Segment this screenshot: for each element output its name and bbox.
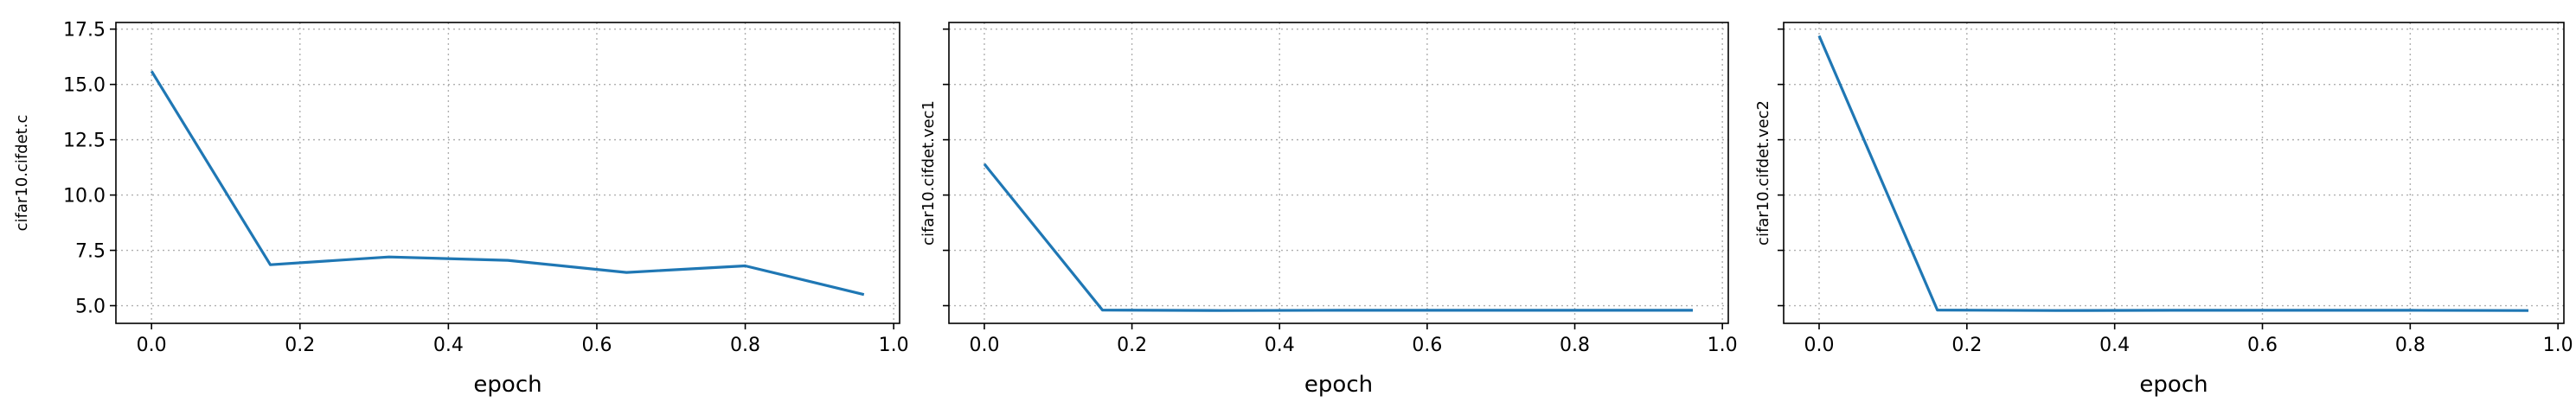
x-tick-label: 0.0 (137, 335, 167, 356)
x-tick-label: 0.4 (1265, 335, 1295, 356)
grid (949, 22, 1728, 323)
y-tick-label: 17.5 (63, 20, 106, 42)
y-tick-label: 5.0 (75, 297, 106, 318)
x-tick-label: 0.4 (2099, 335, 2130, 356)
x-tick-label: 0.2 (1951, 335, 1982, 356)
axes-frame (115, 22, 900, 324)
x-axis-label: epoch (473, 372, 541, 398)
subplot-vec2: epoch cifar10.cifdet.vec2 0.0 0.2 0.4 0.6 0.… (1754, 22, 2573, 398)
series-line (150, 70, 865, 297)
x-tick-label: 0.0 (1804, 335, 1835, 356)
x-tick-label: 0.6 (581, 335, 612, 356)
x-tick-label: 0.8 (730, 335, 760, 356)
x-axis-label: epoch (1304, 372, 1373, 398)
subplot-vec1: epoch cifar10.cifdet.vec1 0.0 0.2 0.4 0.6 0.… (920, 22, 1738, 398)
x-tick-label: 0.8 (1560, 335, 1590, 356)
axes-frame (948, 22, 1729, 324)
axes-frame (1783, 22, 2565, 324)
x-tick-label: 0.2 (285, 335, 315, 356)
x-tick-label: 0.6 (1412, 335, 1442, 356)
subplot-c: epoch cifar10.cifdet.c 0.0 0.2 0.4 0.6 0.8 1.… (13, 20, 909, 398)
grid (1784, 22, 2564, 323)
x-tick-label: 0.8 (2395, 335, 2425, 356)
y-axis-label: cifar10.cifdet.vec1 (920, 100, 938, 246)
x-tick-label: 0.0 (969, 335, 999, 356)
x-tick-label: 0.4 (433, 335, 464, 356)
grid (116, 22, 900, 323)
y-tick-label: 10.0 (63, 186, 106, 208)
y-tick-label: 12.5 (63, 131, 106, 152)
x-tick-label: 0.6 (2247, 335, 2278, 356)
x-tick-label: 0.2 (1117, 335, 1147, 356)
x-tick-label: 1.0 (1708, 335, 1738, 356)
y-axis-label: cifar10.cifdet.vec2 (1754, 100, 1772, 246)
x-tick-label: 1.0 (879, 335, 909, 356)
x-tick-label: 1.0 (2543, 335, 2573, 356)
y-tick-label: 7.5 (75, 241, 106, 263)
y-axis-label: cifar10.cifdet.c (13, 115, 31, 232)
x-axis-label: epoch (2139, 372, 2208, 398)
y-tick-label: 15.0 (63, 75, 106, 97)
